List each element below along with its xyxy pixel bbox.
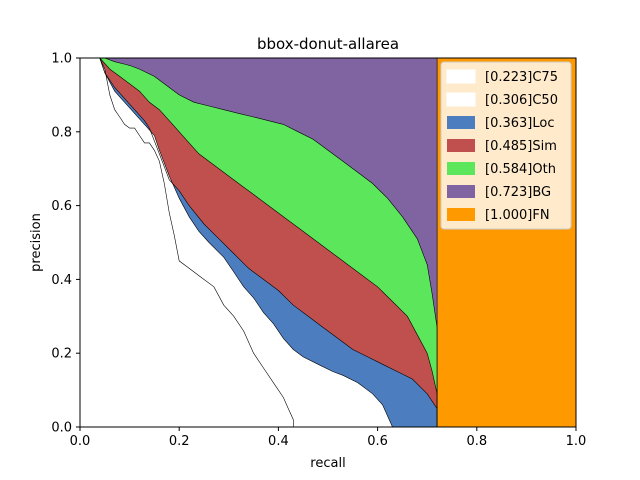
y-tick-label: 0.2 (51, 347, 72, 362)
legend-swatch-fn (447, 208, 475, 221)
y-tick-label: 0.6 (51, 199, 72, 214)
y-tick-label: 1.0 (51, 52, 72, 67)
legend: [0.223]C75 [0.306]C50 [0.363]Loc [0.485]Sim… (440, 61, 572, 230)
legend-label-c50: [0.306]C50 (485, 93, 558, 108)
x-axis-label: recall (310, 456, 345, 471)
legend-swatch-bg (447, 185, 475, 198)
legend-label-sim: [0.485]Sim (485, 139, 557, 154)
y-tick-label: 0.4 (51, 273, 72, 288)
plot-areas (80, 58, 576, 427)
x-tick-label: 0.8 (466, 434, 487, 449)
legend-swatch-c50 (446, 92, 476, 107)
y-tick-label: 0.0 (51, 421, 72, 436)
x-tick-label: 0.0 (70, 434, 91, 449)
legend-label-oth: [0.584]Oth (485, 162, 556, 177)
chart-title: bbox-donut-allarea (257, 35, 399, 53)
legend-label-loc: [0.363]Loc (485, 116, 554, 131)
legend-label-fn: [1.000]FN (485, 208, 550, 223)
x-tick-label: 0.6 (367, 434, 388, 449)
legend-label-bg: [0.723]BG (485, 185, 551, 200)
plot-frame (79, 57, 577, 428)
y-tick-label: 0.8 (51, 125, 72, 140)
legend-swatch-loc (447, 116, 475, 129)
boundary-c75 (99, 57, 294, 427)
area-c75 (80, 58, 294, 427)
legend-swatch-sim (447, 139, 475, 152)
boundary-loc (99, 57, 438, 427)
x-tick-label: 0.2 (169, 434, 190, 449)
boundary-sim (99, 57, 438, 427)
legend-swatch-c75 (446, 69, 476, 84)
legend-swatch-oth (447, 162, 475, 175)
boundary-oth (104, 57, 438, 427)
y-axis-label: precision (29, 213, 44, 272)
axis-ticks: 0.0 0.2 0.4 0.6 0.8 1.0 0.0 0.2 0.4 0.6 0.8 1.0 (51, 52, 586, 450)
x-tick-label: 0.4 (268, 434, 289, 449)
legend-label-c75: [0.223]C75 (485, 70, 558, 85)
boundary-c50 (99, 57, 393, 428)
x-tick-label: 1.0 (566, 434, 587, 449)
